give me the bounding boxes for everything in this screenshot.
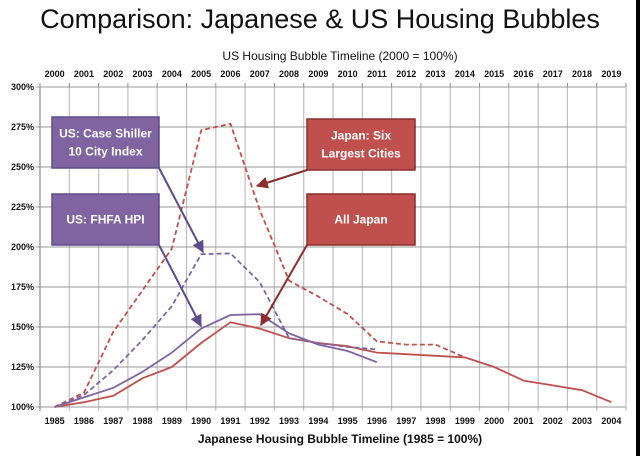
top-x-tick-label: 2009 xyxy=(308,69,328,79)
annotation-box-us-case-shiller-10-city-index xyxy=(51,116,160,169)
y-tick-label: 125% xyxy=(11,362,34,372)
bottom-x-tick-label: 1985 xyxy=(45,416,65,426)
bottom-x-tick-label: 1999 xyxy=(455,416,475,426)
bottom-x-tick-label: 2004 xyxy=(601,416,621,426)
top-x-tick-label: 2014 xyxy=(455,69,475,79)
y-tick-label: 100% xyxy=(11,402,34,412)
top-x-tick-label: 2007 xyxy=(250,69,270,79)
top-x-tick-label: 2008 xyxy=(279,69,299,79)
bottom-x-tick-label: 1987 xyxy=(103,416,123,426)
annotation-label: Japan: Six xyxy=(331,129,391,143)
annotation-label: All Japan xyxy=(334,213,387,227)
bottom-x-tick-label: 1993 xyxy=(279,416,299,426)
top-x-tick-label: 2019 xyxy=(601,69,621,79)
annotation-label: Largest Cities xyxy=(321,147,401,161)
y-tick-label: 225% xyxy=(11,202,34,212)
bottom-x-tick-label: 1992 xyxy=(250,416,270,426)
top-x-tick-label: 2016 xyxy=(513,69,533,79)
top-x-tick-label: 2004 xyxy=(162,69,182,79)
top-x-tick-label: 2010 xyxy=(338,69,358,79)
bottom-x-tick-label: 1986 xyxy=(74,416,94,426)
chart-title: Comparison: Japanese & US Housing Bubble… xyxy=(40,4,600,34)
top-x-tick-label: 2005 xyxy=(191,69,211,79)
y-tick-label: 250% xyxy=(11,162,34,172)
bottom-x-tick-label: 1995 xyxy=(338,416,358,426)
top-x-tick-label: 2012 xyxy=(396,69,416,79)
annotation-label: US: FHFA HPI xyxy=(66,213,144,227)
frame-border xyxy=(636,0,640,456)
annotation-box-all-japan xyxy=(306,193,416,246)
annotation-arrow-us-case-shiller-10-city-index xyxy=(158,167,204,254)
y-tick-label: 300% xyxy=(11,82,34,92)
y-tick-label: 275% xyxy=(11,122,34,132)
series-line-us-case-shiller-10-city-index xyxy=(54,252,377,408)
bottom-x-tick-label: 1996 xyxy=(367,416,387,426)
bottom-x-tick-label: 1988 xyxy=(133,416,153,426)
bottom-x-tick-label: 2003 xyxy=(572,416,592,426)
series-line-us-fhfa-hpi xyxy=(54,313,378,408)
top-x-tick-label: 2015 xyxy=(484,69,504,79)
annotation-label: US: Case Shiller xyxy=(59,127,152,141)
top-x-tick-label: 2006 xyxy=(220,69,240,79)
annotation-box-us-fhfa-hpi xyxy=(51,193,160,246)
annotation-box-japan-six-largest-cities xyxy=(306,118,416,171)
bottom-x-tick-label: 1991 xyxy=(220,416,240,426)
bottom-x-tick-label: 1997 xyxy=(396,416,416,426)
top-x-axis-title: US Housing Bubble Timeline (2000 = 100%) xyxy=(222,49,458,63)
bottom-x-tick-label: 2001 xyxy=(513,416,533,426)
top-x-tick-label: 2001 xyxy=(74,69,94,79)
top-x-tick-label: 2011 xyxy=(367,69,387,79)
annotation-arrow-japan-six-largest-cities xyxy=(255,169,308,189)
y-tick-label: 200% xyxy=(11,242,34,252)
bottom-x-tick-label: 2000 xyxy=(484,416,504,426)
top-x-tick-label: 2017 xyxy=(543,69,563,79)
top-x-tick-label: 2000 xyxy=(45,69,65,79)
top-x-tick-label: 2018 xyxy=(572,69,592,79)
bottom-x-axis-title: Japanese Housing Bubble Timeline (1985 =… xyxy=(197,432,483,446)
series-line-japan-six-largest-cities xyxy=(54,122,466,408)
top-x-tick-label: 2003 xyxy=(133,69,153,79)
bottom-x-tick-label: 1990 xyxy=(191,416,211,426)
bottom-x-tick-label: 1989 xyxy=(162,416,182,426)
bottom-x-tick-label: 2002 xyxy=(543,416,563,426)
y-tick-label: 175% xyxy=(11,282,34,292)
bottom-x-tick-label: 1998 xyxy=(426,416,446,426)
annotation-arrow-all-japan xyxy=(260,244,308,327)
top-x-tick-label: 2002 xyxy=(103,69,123,79)
annotation-label: 10 City Index xyxy=(68,145,142,159)
bottom-x-tick-label: 1994 xyxy=(308,416,328,426)
top-x-tick-label: 2013 xyxy=(426,69,446,79)
axis-ticks: 100% 125% 150% 175% 200% 225% 250% 275% 300% 2000… xyxy=(11,69,621,426)
series-lines xyxy=(54,122,612,408)
annotations: US: Case Shiller 10 City Index US: FHFA HP… xyxy=(51,116,416,328)
annotation-arrow-us-fhfa-hpi xyxy=(158,244,202,328)
y-tick-label: 150% xyxy=(11,322,34,332)
